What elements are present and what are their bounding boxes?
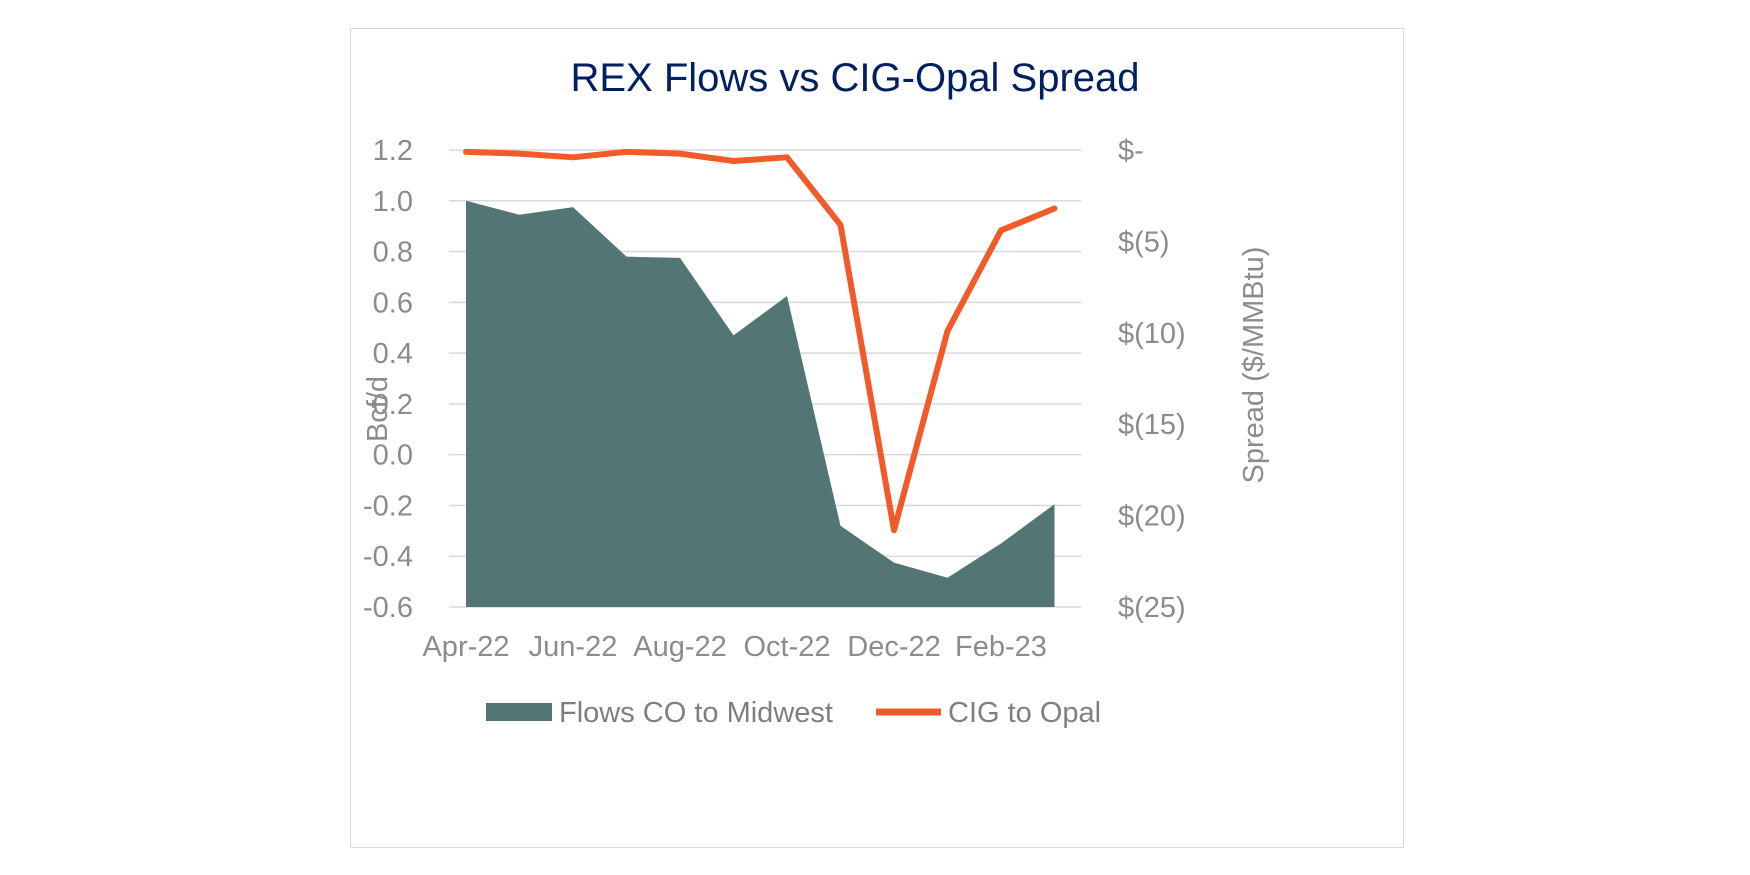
y-tick-label: -0.4	[363, 541, 413, 573]
y2-tick-label: $(5)	[1118, 226, 1170, 258]
x-tick-label: Dec-22	[847, 631, 941, 663]
y-tick-label: 0.6	[373, 287, 413, 319]
y-tick-label: -0.2	[363, 490, 413, 522]
y-tick-label: 1.0	[373, 186, 413, 218]
chart-frame: REX Flows vs CIG-Opal Spread 1.2 1.0 0.8 0.…	[350, 28, 1404, 848]
chart-title: REX Flows vs CIG-Opal Spread	[570, 56, 1139, 100]
y2-tick-label: $(10)	[1118, 318, 1186, 350]
legend-swatch-flows	[486, 703, 552, 721]
x-tick-label: Apr-22	[422, 631, 509, 663]
flows-area-layer	[466, 200, 1055, 607]
x-axis-ticks: Apr-22 Jun-22 Aug-22 Oct-22 Dec-22 Feb-23	[422, 631, 1046, 663]
y-tick-label: 0.2	[373, 389, 413, 421]
y-tick-label: 0.4	[373, 338, 413, 370]
y-tick-label: 1.2	[373, 135, 413, 167]
y2-tick-label: $(15)	[1118, 409, 1186, 441]
y-tick-label: 0.0	[373, 440, 413, 472]
x-tick-label: Oct-22	[743, 631, 830, 663]
y-axis-label: Bcf/d	[362, 376, 394, 442]
x-tick-label: Aug-22	[633, 631, 727, 663]
left-axis-ticks: 1.2 1.0 0.8 0.6 0.4 0.2 0.0 -0.2 -0.4 -0.6	[363, 135, 413, 624]
x-tick-label: Jun-22	[529, 631, 618, 663]
legend: Flows CO to Midwest CIG to Opal	[486, 697, 1101, 729]
legend-label-flows: Flows CO to Midwest	[559, 697, 833, 729]
flows-area	[466, 200, 1055, 607]
legend-label-spread: CIG to Opal	[948, 697, 1101, 729]
x-tick-label: Feb-23	[955, 631, 1047, 663]
y-tick-label: -0.6	[363, 592, 413, 624]
right-axis-ticks: $- $(5) $(10) $(15) $(20) $(25)	[1118, 135, 1186, 624]
spread-line-layer	[463, 148, 1058, 534]
y2-tick-label: $-	[1118, 135, 1144, 167]
chart-svg: REX Flows vs CIG-Opal Spread 1.2 1.0 0.8 0.…	[362, 56, 1270, 729]
y2-tick-label: $(25)	[1118, 592, 1186, 624]
y2-tick-label: $(20)	[1118, 501, 1186, 533]
y2-axis-label: Spread ($/MMBtu)	[1238, 247, 1270, 484]
y-tick-label: 0.8	[373, 237, 413, 269]
spread-line	[463, 148, 1058, 534]
